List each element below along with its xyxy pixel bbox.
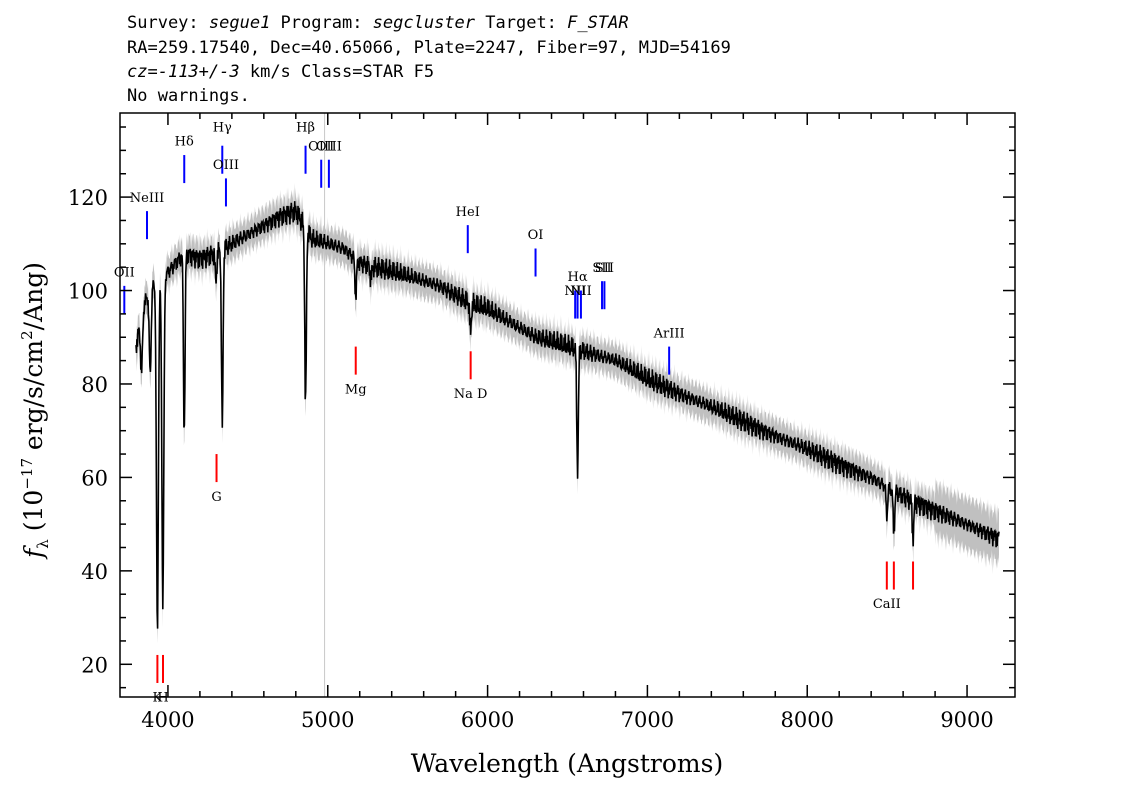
- line-marker-label: OIII: [308, 139, 334, 154]
- header-line-1: Survey: segue1 Program: segcluster Targe…: [127, 13, 629, 33]
- line-marker-label: CaII: [873, 597, 901, 612]
- flux-series-line: [135, 201, 1000, 629]
- program-label: Program:: [270, 13, 372, 33]
- line-marker-label: H: [157, 691, 168, 706]
- line-marker-label: OIII: [213, 158, 239, 173]
- line-marker-label: K: [153, 691, 163, 706]
- line-marker-label: Mg: [345, 382, 367, 397]
- y-axis-units: (10: [19, 490, 48, 540]
- line-marker-label: HeI: [456, 205, 480, 220]
- plot-frame: [119, 112, 1016, 698]
- line-marker-label: SII: [592, 261, 611, 276]
- line-marker-label: ArIII: [653, 326, 685, 341]
- y-axis-exponent: −17: [18, 458, 36, 490]
- survey-label: Survey:: [127, 13, 209, 33]
- cz-value: -113+/-3: [158, 62, 240, 82]
- line-marker-label: OII: [114, 266, 135, 281]
- line-marker-label: SII: [595, 261, 614, 276]
- line-marker-label: OI: [528, 228, 544, 243]
- y-tick-label: 80: [81, 373, 108, 397]
- class-text: km/s Class=STAR F5: [240, 62, 434, 82]
- program-value: segcluster: [373, 13, 476, 33]
- survey-value: segue1: [209, 13, 270, 33]
- y-axis-units-end: /Ang): [19, 262, 48, 330]
- x-tick-label: 4000: [141, 708, 194, 732]
- plot-area: OIINeIIIHδHγOIIIHβOIIIOIIIHeIOINIIHαNIIS…: [68, 112, 1016, 732]
- line-marker-label: Na D: [454, 387, 488, 402]
- header-line-2: RA=259.17540, Dec=40.65066, Plate=2247, …: [127, 38, 731, 58]
- x-tick-label: 5000: [301, 708, 354, 732]
- y-axis-subscript: λ: [34, 539, 52, 549]
- x-tick-label: 6000: [461, 708, 514, 732]
- cz-label: cz=: [127, 62, 158, 82]
- line-marker-label: NeIII: [130, 191, 164, 206]
- y-tick-label: 60: [81, 466, 108, 490]
- y-tick-label: 20: [81, 653, 108, 677]
- target-label: Target:: [475, 13, 567, 33]
- line-marker-label: Hβ: [296, 121, 315, 136]
- target-value: F_STAR: [567, 13, 628, 33]
- line-marker-label: Hδ: [175, 135, 194, 150]
- line-marker-label: OIII: [316, 139, 342, 154]
- y-tick-label: 100: [68, 280, 108, 304]
- x-tick-label: 9000: [940, 708, 993, 732]
- y-tick-label: 40: [81, 560, 108, 584]
- x-tick-label: 8000: [781, 708, 834, 732]
- y-axis-symbol: f: [19, 545, 48, 560]
- axis-ticks: 4000 5000 6000 7000 8000 9000 20 40 60 80 100 120: [68, 113, 1015, 732]
- y-tick-label: 120: [68, 186, 108, 210]
- x-axis-label: Wavelength (Angstroms): [411, 749, 723, 778]
- header-line-4: No warnings.: [127, 86, 250, 106]
- header: Survey: segue1 Program: segcluster Targe…: [127, 13, 731, 106]
- line-markers: OIINeIIIHδHγOIIIHβOIIIOIIIHeIOINIIHαNIIS…: [114, 121, 915, 706]
- y-axis-label: fλ (10−17 erg/s/cm2/Ang): [18, 262, 52, 560]
- error-band: [136, 182, 999, 644]
- y-axis-square: 2: [18, 330, 36, 340]
- x-tick-label: 7000: [621, 708, 674, 732]
- y-axis-units-rest: erg/s/cm: [19, 340, 48, 458]
- line-marker-label: G: [211, 490, 221, 505]
- header-line-3: cz=-113+/-3 km/s Class=STAR F5: [127, 62, 434, 82]
- line-marker-label: Hγ: [213, 121, 232, 136]
- line-marker-label: NII: [570, 284, 592, 299]
- line-marker-label: Hα: [568, 270, 588, 285]
